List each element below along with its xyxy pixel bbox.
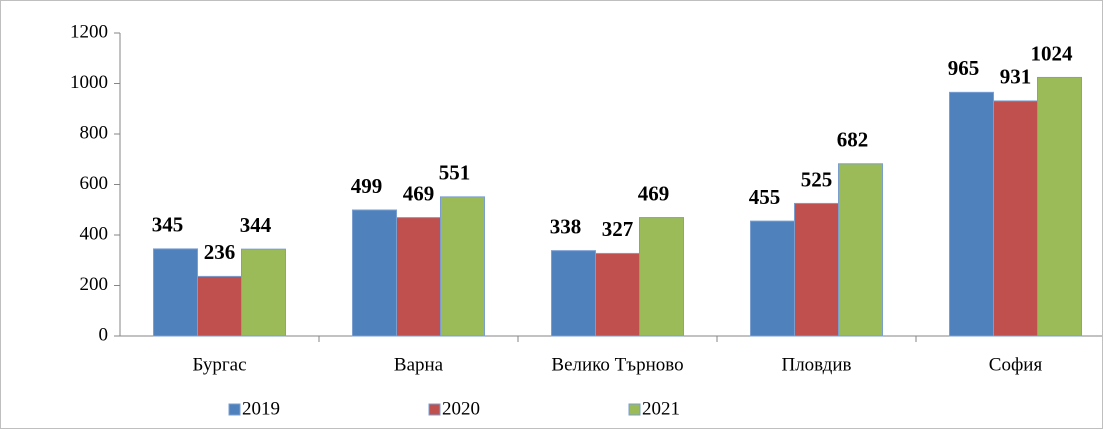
bar xyxy=(1037,76,1082,337)
bar xyxy=(639,217,684,337)
x-tick-label: София xyxy=(989,354,1043,375)
y-tick-label: 800 xyxy=(80,122,109,143)
value-label: 344 xyxy=(240,213,272,237)
y-tick-label: 0 xyxy=(99,324,109,345)
value-label: 327 xyxy=(602,217,634,241)
value-label: 551 xyxy=(439,161,471,185)
value-label: 469 xyxy=(638,181,670,205)
bar xyxy=(440,196,485,337)
legend-swatch xyxy=(628,403,641,416)
bar xyxy=(750,220,795,337)
bar xyxy=(241,248,286,337)
legend-label: 2021 xyxy=(642,398,680,419)
value-label: 965 xyxy=(948,56,980,80)
y-tick-label: 1000 xyxy=(70,72,108,93)
value-label: 236 xyxy=(204,240,236,264)
bar xyxy=(993,100,1038,337)
x-tick-label: Велико Търново xyxy=(551,354,683,375)
bar xyxy=(153,248,198,337)
bar xyxy=(838,163,883,337)
bar xyxy=(396,217,441,337)
bar xyxy=(551,250,596,337)
legend-swatch xyxy=(428,403,441,416)
value-label: 525 xyxy=(801,167,833,191)
value-label: 682 xyxy=(837,128,869,152)
bar xyxy=(197,275,242,337)
value-label: 1024 xyxy=(1031,41,1074,65)
legend-label: 2020 xyxy=(442,398,480,419)
bar xyxy=(794,202,839,337)
y-tick-label: 600 xyxy=(80,173,109,194)
legend-label: 2019 xyxy=(242,398,280,419)
value-label: 338 xyxy=(550,214,582,238)
y-tick-label: 1200 xyxy=(70,21,108,42)
bar xyxy=(595,252,640,337)
bar xyxy=(949,91,994,337)
value-label: 455 xyxy=(749,185,781,209)
value-label: 469 xyxy=(403,181,435,205)
y-tick-label: 200 xyxy=(80,274,109,295)
x-tick-label: Бургас xyxy=(192,354,246,375)
value-label: 345 xyxy=(152,213,184,237)
x-tick-label: Варна xyxy=(394,354,444,375)
value-label: 499 xyxy=(351,174,383,198)
y-tick-label: 400 xyxy=(80,223,109,244)
legend-swatch xyxy=(228,403,241,416)
bar xyxy=(352,209,397,337)
value-label: 931 xyxy=(1000,65,1032,89)
x-tick-label: Пловдив xyxy=(781,354,851,375)
